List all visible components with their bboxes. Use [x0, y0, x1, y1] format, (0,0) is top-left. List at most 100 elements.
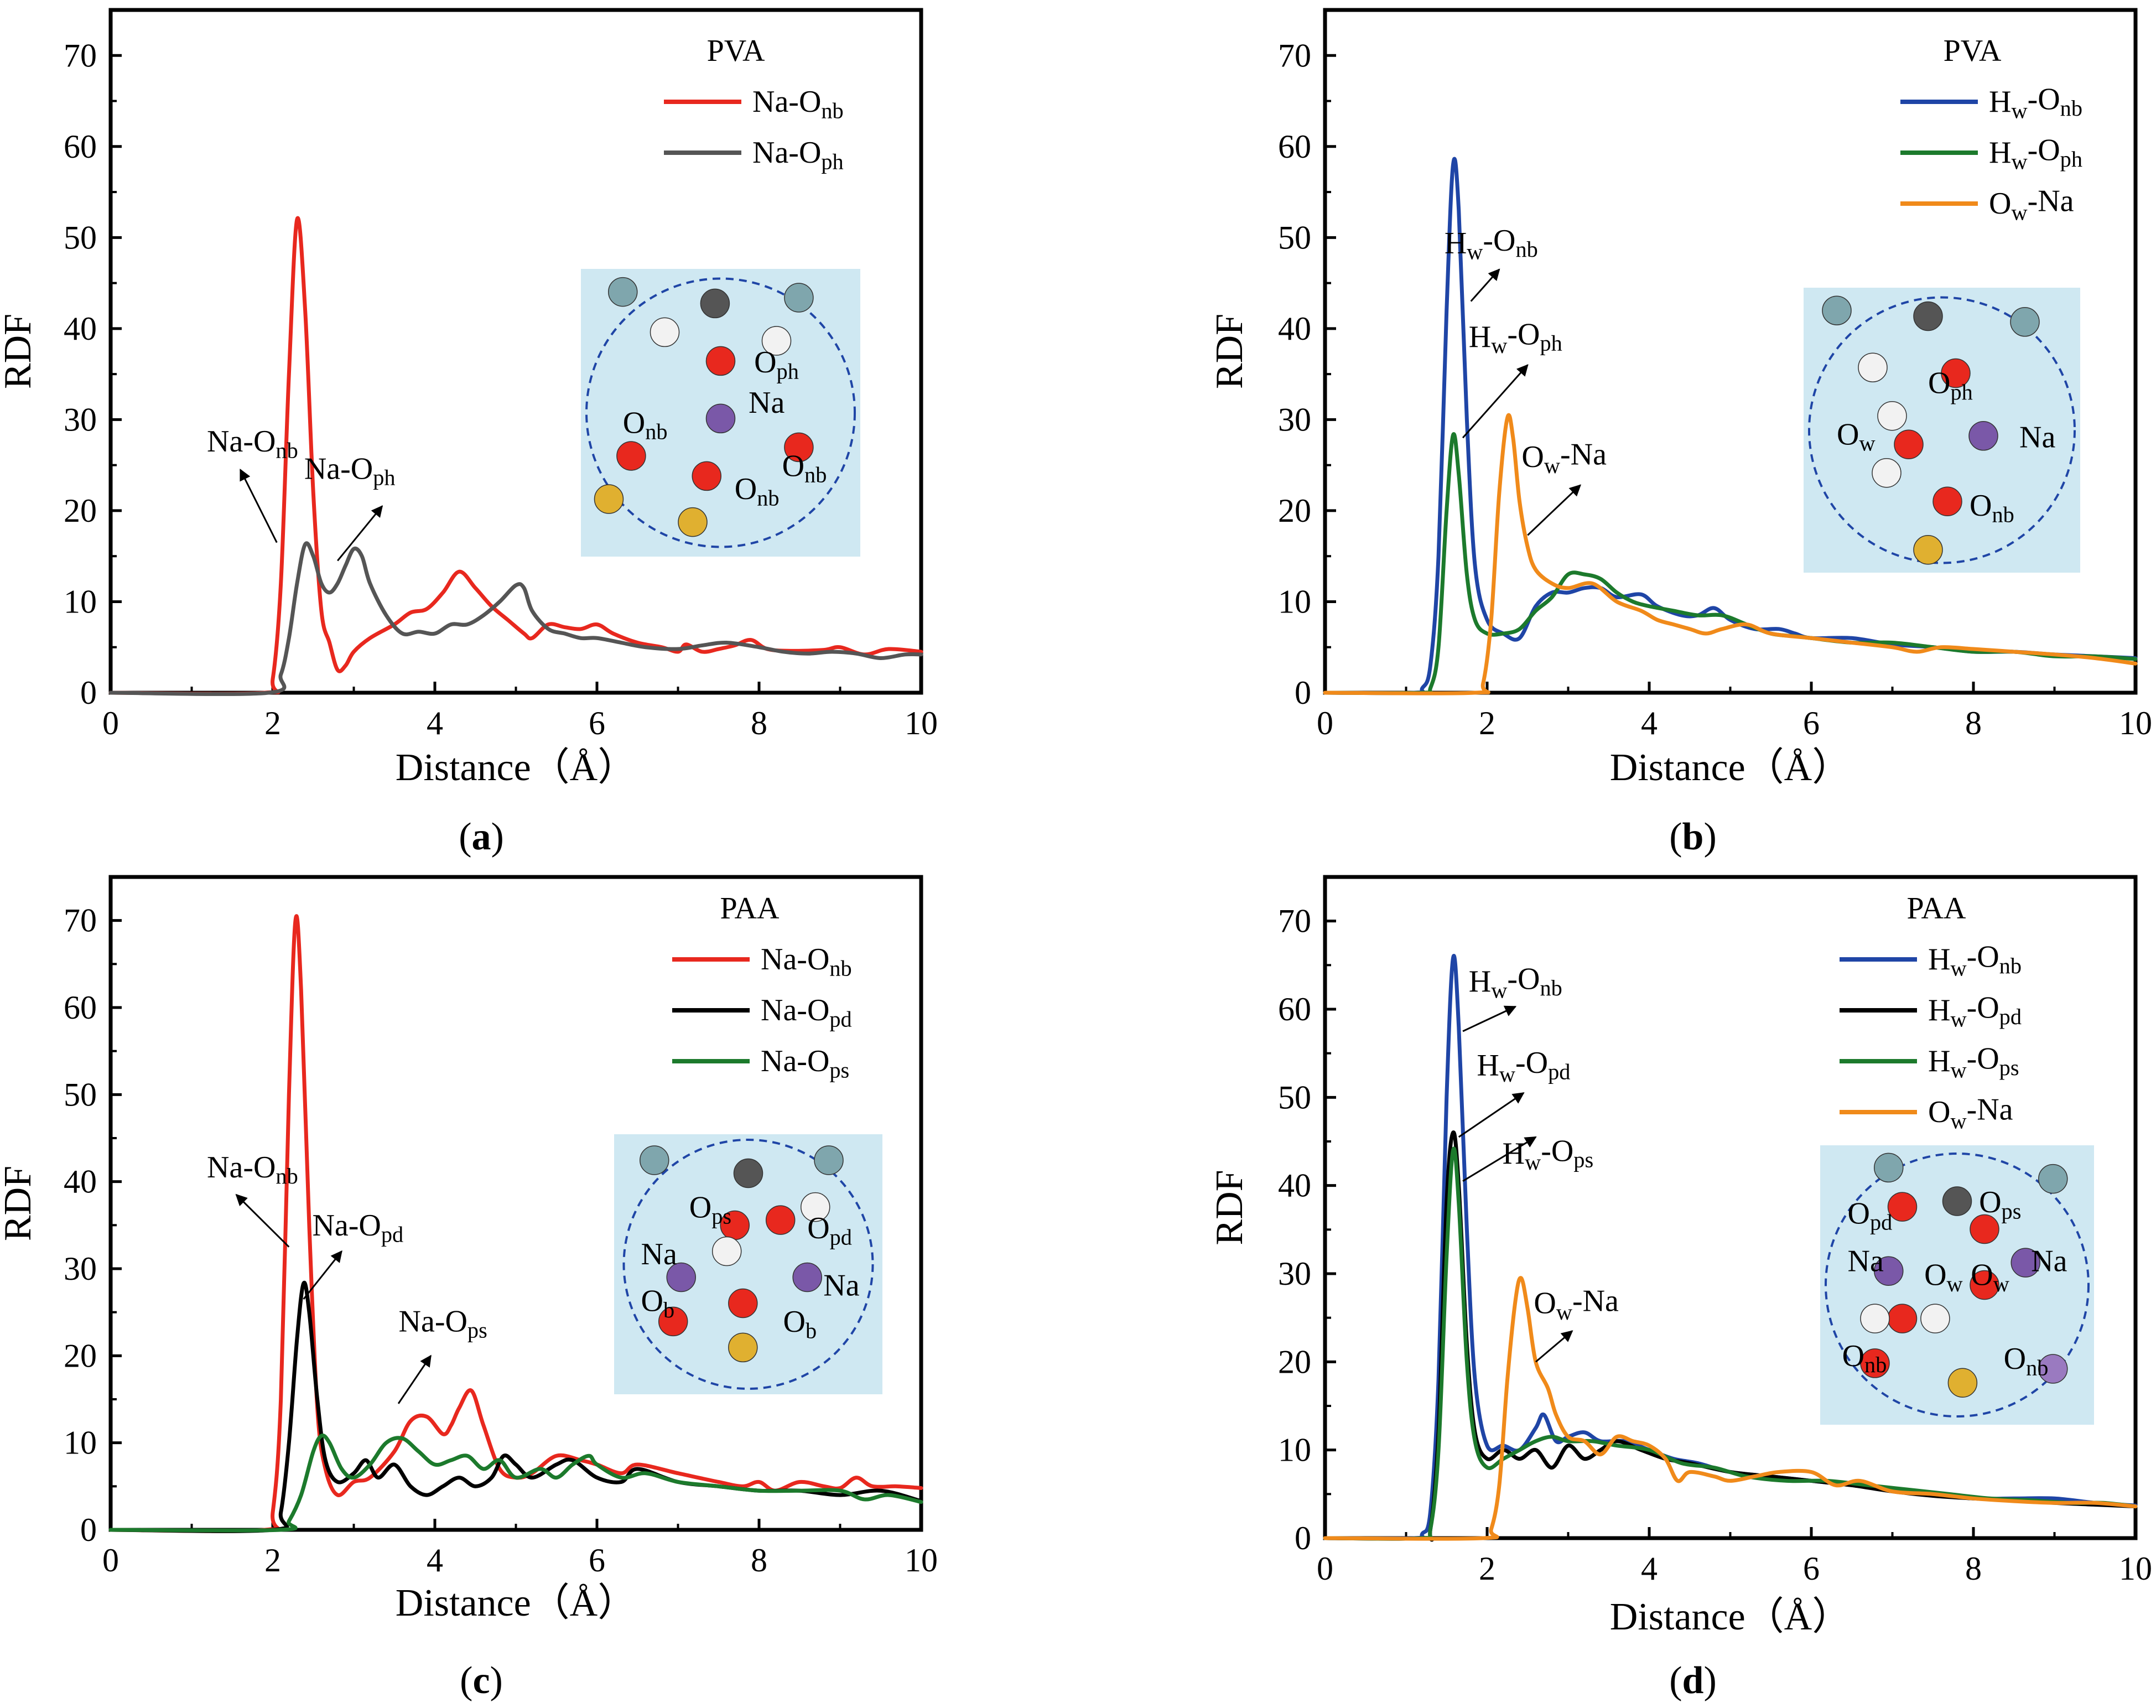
- legend-title: PVA: [707, 34, 765, 68]
- inset-atom: [1894, 429, 1924, 459]
- inset-atom: [1941, 358, 1971, 388]
- x-tick-label: 10: [2119, 705, 2152, 741]
- y-tick-label: 30: [1278, 1255, 1311, 1292]
- svg-text:Opd: Opd: [1848, 1196, 1893, 1234]
- annotation-label: Na-Opd: [312, 1208, 403, 1247]
- y-tick-label: 50: [64, 1076, 97, 1113]
- inset-atom: [678, 507, 708, 537]
- annotation-label: Na-Onb: [207, 424, 298, 463]
- annotation-arrow: [397, 1354, 432, 1404]
- legend-title: PAA: [720, 891, 780, 926]
- x-tick-label: 0: [1317, 705, 1333, 741]
- svg-text:Onb: Onb: [623, 406, 668, 444]
- x-tick-label: 2: [1479, 1550, 1495, 1587]
- svg-text:Na: Na: [2031, 1244, 2067, 1278]
- inset-schematic: Oph Ow Na Onb: [1804, 288, 2080, 573]
- inset-atom: [1874, 1256, 1904, 1286]
- inset-atom: [784, 432, 814, 463]
- annotation-label: Hw-Opd: [1477, 1046, 1570, 1087]
- svg-text:Ops: Ops: [1979, 1185, 2021, 1223]
- y-tick-label: 40: [64, 310, 97, 347]
- x-tick-label: 2: [1479, 705, 1495, 741]
- svg-text:Opd: Opd: [807, 1211, 852, 1249]
- y-axis-title: RDF: [0, 1166, 39, 1241]
- inset-atom: [658, 1306, 688, 1337]
- legend-label: Ow-Na: [1989, 184, 2074, 225]
- annotation-arrow: [303, 1250, 342, 1300]
- x-tick-label: 10: [905, 1542, 938, 1579]
- inset-atom: [1947, 1368, 1978, 1398]
- annotation-label: Na-Oph: [304, 451, 396, 490]
- legend-label: Na-Onb: [752, 85, 844, 123]
- inset-atom: [1932, 486, 1962, 516]
- annotation-arrow: [1462, 1136, 1537, 1182]
- y-tick-label: 60: [1278, 991, 1311, 1027]
- svg-text:Onb: Onb: [1842, 1339, 1887, 1377]
- chart-panel-b: Oph Ow Na Onb 0 2 4 6 8 10 0 10 20 30 40 50 60 70 Distance…: [1208, 8, 2152, 858]
- annotation-arrow: [1462, 1005, 1517, 1032]
- x-tick-label: 10: [2119, 1550, 2152, 1587]
- annotation-arrow: [235, 1193, 290, 1248]
- x-tick-label: 4: [1641, 1550, 1658, 1587]
- inset-atom: [1872, 458, 1902, 488]
- legend-label: Ow-Na: [1928, 1093, 2013, 1134]
- chart-panel-d: Opd Ops Na Na Ow Ow Onb Onb 0 2 4 6 8 10 0 10 20 30 40 50 60…: [1208, 875, 2152, 1702]
- inset-atom: [728, 1332, 758, 1363]
- panel-label: (d): [1669, 1659, 1717, 1702]
- inset-atom: [728, 1288, 758, 1318]
- legend-label: Na-Oph: [752, 136, 844, 174]
- legend-label: Na-Opd: [761, 993, 852, 1031]
- y-tick-label: 60: [1278, 128, 1311, 165]
- x-tick-label: 6: [1803, 1550, 1820, 1587]
- y-tick-label: 20: [1278, 492, 1311, 529]
- panel-label: (c): [460, 1659, 503, 1702]
- inset-atom: [1920, 1304, 1950, 1333]
- y-tick-label: 50: [64, 219, 97, 256]
- annotation-arrow: [1527, 484, 1581, 536]
- inset-atom: [733, 1158, 763, 1188]
- legend-label: Na-Onb: [761, 942, 852, 980]
- x-tick-label: 4: [1641, 705, 1658, 741]
- inset-atom: [640, 1145, 669, 1175]
- y-tick-label: 0: [1295, 674, 1311, 711]
- panel-label: (b): [1669, 816, 1717, 858]
- inset-atom: [1822, 295, 1852, 325]
- inset-atom: [616, 441, 646, 471]
- x-axis-title: Distance（Å）: [1610, 1596, 1851, 1638]
- x-tick-label: 6: [1803, 705, 1820, 741]
- legend-title: PAA: [1907, 891, 1966, 926]
- x-tick-label: 4: [427, 1542, 443, 1579]
- inset-atom: [692, 461, 721, 491]
- series-line-1: [1323, 432, 2138, 695]
- legend-label: Na-Ops: [761, 1044, 849, 1082]
- series-line-0: [1323, 157, 2138, 695]
- annotation-arrow: [240, 469, 278, 543]
- inset-atom: [792, 1262, 822, 1292]
- x-tick-label: 8: [1965, 1550, 1982, 1587]
- inset-atom: [711, 1236, 742, 1266]
- svg-text:Onb: Onb: [735, 472, 780, 510]
- inset-atom: [1913, 301, 1943, 331]
- inset-atom: [2010, 307, 2040, 337]
- inset-atom: [700, 288, 730, 319]
- x-tick-label: 4: [427, 705, 443, 741]
- annotation-label: Ow-Na: [1534, 1284, 1619, 1325]
- legend-label: Hw-Onb: [1989, 82, 2082, 123]
- annotation-arrow: [1458, 1092, 1525, 1138]
- svg-text:Ow: Ow: [1971, 1258, 2009, 1296]
- x-axis-title: Distance（Å）: [396, 1582, 636, 1624]
- y-tick-label: 10: [64, 1425, 97, 1461]
- inset-atom: [2038, 1164, 2068, 1194]
- inset-atom: [2038, 1354, 2068, 1384]
- annotation-label: Hw-Onb: [1469, 962, 1562, 1003]
- y-tick-label: 10: [1278, 1432, 1311, 1468]
- y-tick-label: 70: [64, 37, 97, 74]
- series-line-0: [108, 914, 923, 1533]
- legend-label: Hw-Oph: [1989, 133, 2082, 174]
- svg-text:Ops: Ops: [689, 1190, 731, 1228]
- inset-atom: [705, 346, 736, 376]
- inset-atom: [1877, 401, 1907, 431]
- y-axis-title: RDF: [1208, 314, 1251, 389]
